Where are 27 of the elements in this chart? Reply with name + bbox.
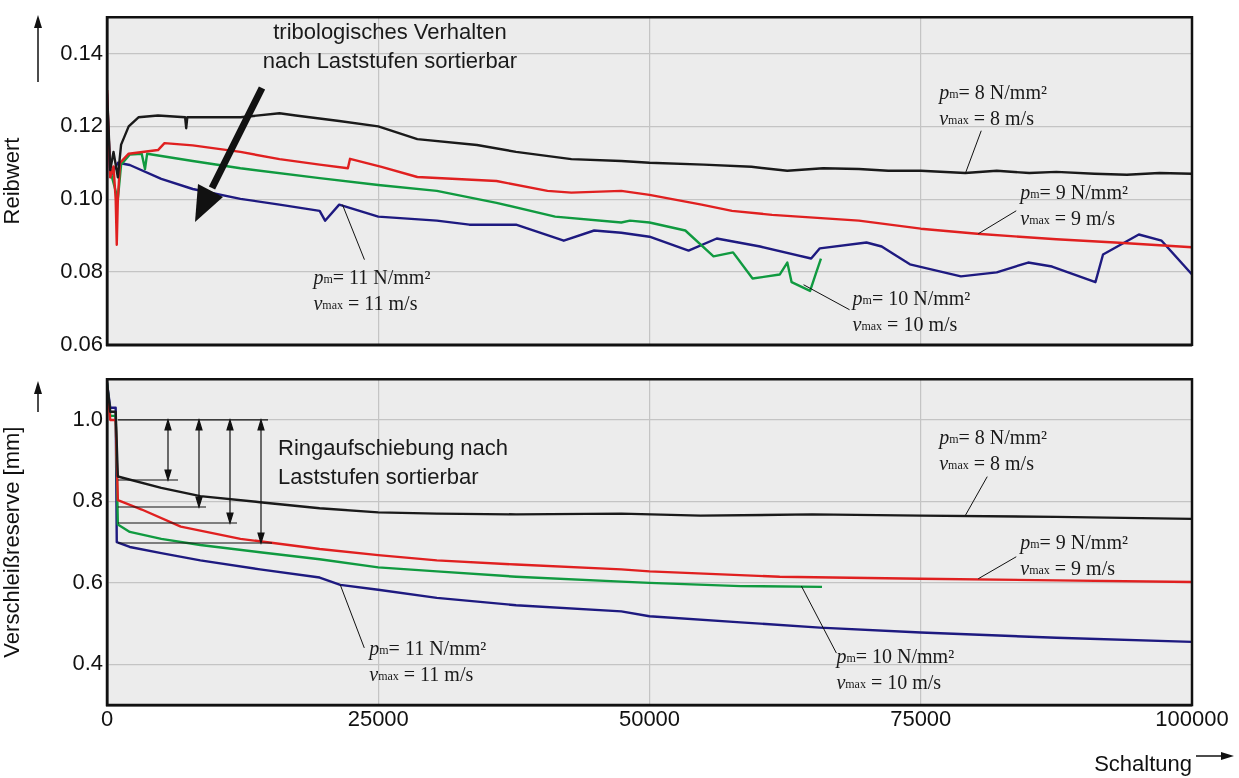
x-tick-label: 0 [100,706,114,732]
y-tick-label: 0.6 [72,568,103,594]
x-tick-label: 100000 [1155,706,1229,732]
y-tick-label: 0.12 [60,112,103,138]
x-tick-label: 75000 [890,706,952,732]
annotation: pm= 8 N/mm² vmax = 8 m/s [937,425,1047,474]
y-tick-label: 0.08 [60,258,103,284]
y-tick-label: 0.06 [60,330,103,356]
y-tick-label: 1.0 [72,405,103,431]
annotation: pm= 11 N/mm² vmax = 11 m/s [311,265,431,314]
x-tick-label: 50000 [618,706,681,732]
y-tick-label: 0.10 [60,185,103,211]
annotation: Ringaufschiebung nach Laststufen sortierbar [278,435,508,490]
x-tick-label: 25000 [347,706,409,732]
y-axis-title: Reibwert [0,137,25,225]
annotation: pm= 10 N/mm² vmax = 10 m/s [850,286,971,335]
annotation: pm= 8 N/mm² vmax = 8 m/s [937,80,1047,129]
y-tick-label: 0.8 [72,487,103,513]
annotation: tribologisches Verhalten nach Laststufen sortierbar [262,19,518,74]
y-tick-label: 0.14 [60,39,103,65]
annotation: pm= 11 N/mm² vmax = 11 m/s [367,637,487,686]
x-axis-title: Schaltung [1094,750,1192,776]
y-tick-label: 0.4 [72,650,103,676]
y-axis-title: Verschleißreserve [mm] [0,426,25,658]
annotation: pm= 10 N/mm² vmax = 10 m/s [834,645,955,694]
annotation: pm= 9 N/mm² vmax = 9 m/s [1018,531,1128,579]
annotation: pm= 9 N/mm² vmax = 9 m/s [1018,181,1128,230]
